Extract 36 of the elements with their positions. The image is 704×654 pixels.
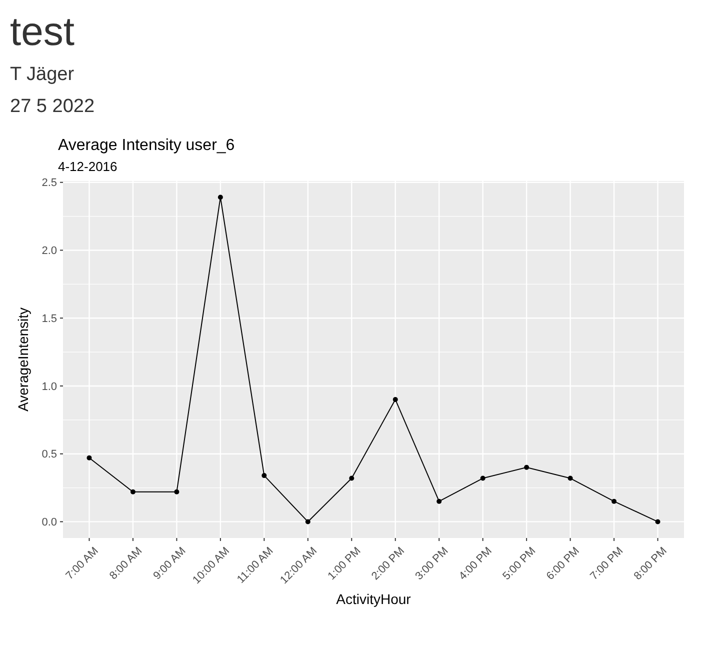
text: 27 5 2022: [10, 96, 95, 117]
x-tick-label: 4:00 PM: [456, 545, 494, 583]
y-tick-label: 2.5: [42, 177, 57, 190]
point: [174, 489, 180, 494]
point: [305, 519, 310, 524]
point: [262, 473, 267, 478]
x-tick-label: 6:00 PM: [544, 545, 582, 583]
x-axis-title: ActivityHour: [336, 591, 412, 607]
point: [349, 476, 354, 481]
point: [392, 397, 398, 402]
y-tick-label: 0.0: [42, 516, 57, 529]
point: [86, 455, 92, 460]
y-tick-label: 1.0: [42, 380, 57, 393]
x-tick-label: 8:00 AM: [108, 545, 145, 582]
point: [568, 476, 573, 481]
chart-title: Average Intensity user_6: [58, 137, 235, 154]
x-tick-label: 5:00 PM: [500, 545, 538, 583]
point: [480, 476, 486, 481]
point: [130, 489, 136, 494]
x-tick-label: 9:00 AM: [151, 545, 188, 582]
x-tick-label: 8:00 PM: [632, 545, 670, 583]
y-tick-label: 1.5: [42, 312, 57, 325]
text: T Jäger: [10, 64, 75, 85]
x-tick-label: 3:00 PM: [413, 545, 451, 583]
y-tick-label: 2.0: [42, 245, 57, 258]
point: [524, 464, 530, 470]
chart-subtitle: 4-12-2016: [58, 159, 118, 174]
y-axis-title: AverageIntensity: [15, 307, 31, 412]
text: test: [10, 10, 74, 54]
x-tick-label: 7:00 PM: [588, 545, 626, 583]
point: [612, 498, 617, 504]
x-tick-label: 7:00 AM: [64, 545, 101, 582]
y-tick-label: 0.5: [42, 448, 57, 461]
point: [218, 194, 223, 200]
point: [655, 519, 660, 524]
point: [436, 498, 442, 504]
